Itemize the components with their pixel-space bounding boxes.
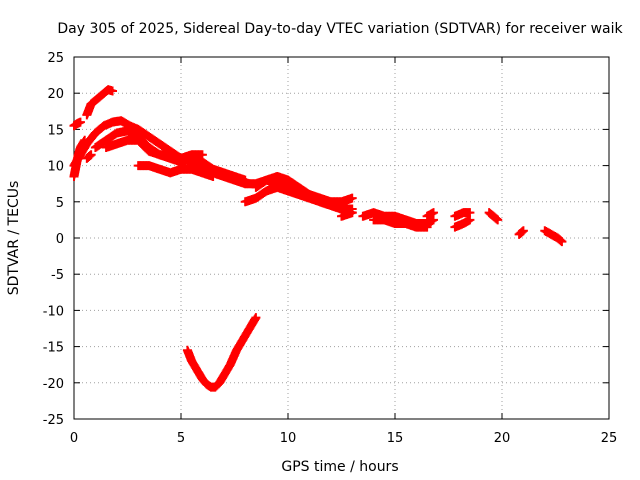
data-point [240, 175, 250, 185]
data-point [518, 226, 528, 236]
data-point [208, 171, 218, 181]
series-track-early-3 [82, 85, 118, 120]
y-tick-label: -25 [43, 413, 64, 428]
series-track-main-4 [133, 161, 218, 181]
y-tick-label: -5 [51, 268, 64, 283]
data-point [429, 208, 439, 218]
series-track-early-4 [82, 150, 96, 163]
series-track-main-3 [101, 135, 207, 163]
x-tick-label: 10 [280, 431, 297, 446]
data-point [86, 150, 96, 160]
series-track-mid-1 [240, 182, 357, 218]
y-tick-label: 0 [56, 232, 64, 247]
data-point [75, 117, 85, 127]
x-tick-label: 5 [177, 431, 185, 446]
y-tick-label: 10 [47, 160, 64, 175]
data-point [251, 313, 261, 323]
series-track-late-8 [540, 226, 567, 247]
data-point [557, 237, 567, 247]
axis-ticks: 0 5 10 15 20 25 -25 -20 -15 -10 -5 0 5 10 15 20 25 [43, 51, 618, 446]
data-point [465, 208, 475, 218]
x-tick-label: 20 [494, 431, 511, 446]
series-track-mid-3 [337, 208, 357, 221]
x-tick-label: 25 [601, 431, 618, 446]
data-point [493, 215, 503, 225]
chart-title: Day 305 of 2025, Sidereal Day-to-day VTE… [57, 21, 623, 37]
y-tick-label: -20 [43, 377, 64, 392]
y-tick-label: -15 [43, 341, 64, 356]
y-tick-label: 15 [47, 123, 64, 138]
y-axis-label: SDTVAR / TECUs [6, 181, 22, 296]
x-tick-label: 15 [387, 431, 404, 446]
series-track-early-2 [69, 117, 85, 131]
series-track-mid-2 [251, 171, 357, 207]
data-series [69, 85, 567, 392]
data-point [347, 208, 357, 218]
series-track-late-6 [484, 208, 503, 225]
data-point [197, 150, 207, 160]
series-track-late-7 [514, 226, 528, 239]
series-track-late-2 [369, 215, 432, 232]
grid-lines [74, 57, 609, 419]
series-track-late-5 [450, 208, 475, 221]
x-tick-label: 0 [70, 431, 78, 446]
data-point [108, 86, 118, 96]
x-axis-label: GPS time / hours [281, 459, 398, 475]
data-point [422, 222, 432, 232]
y-tick-label: 5 [56, 196, 64, 211]
series-track-late-3 [422, 208, 439, 221]
series-track-late-4 [450, 215, 475, 232]
y-tick-label: 20 [47, 87, 64, 102]
y-tick-label: -10 [43, 304, 64, 319]
series-track-dip [182, 313, 261, 392]
data-point [347, 193, 357, 203]
y-tick-label: 25 [47, 51, 64, 66]
